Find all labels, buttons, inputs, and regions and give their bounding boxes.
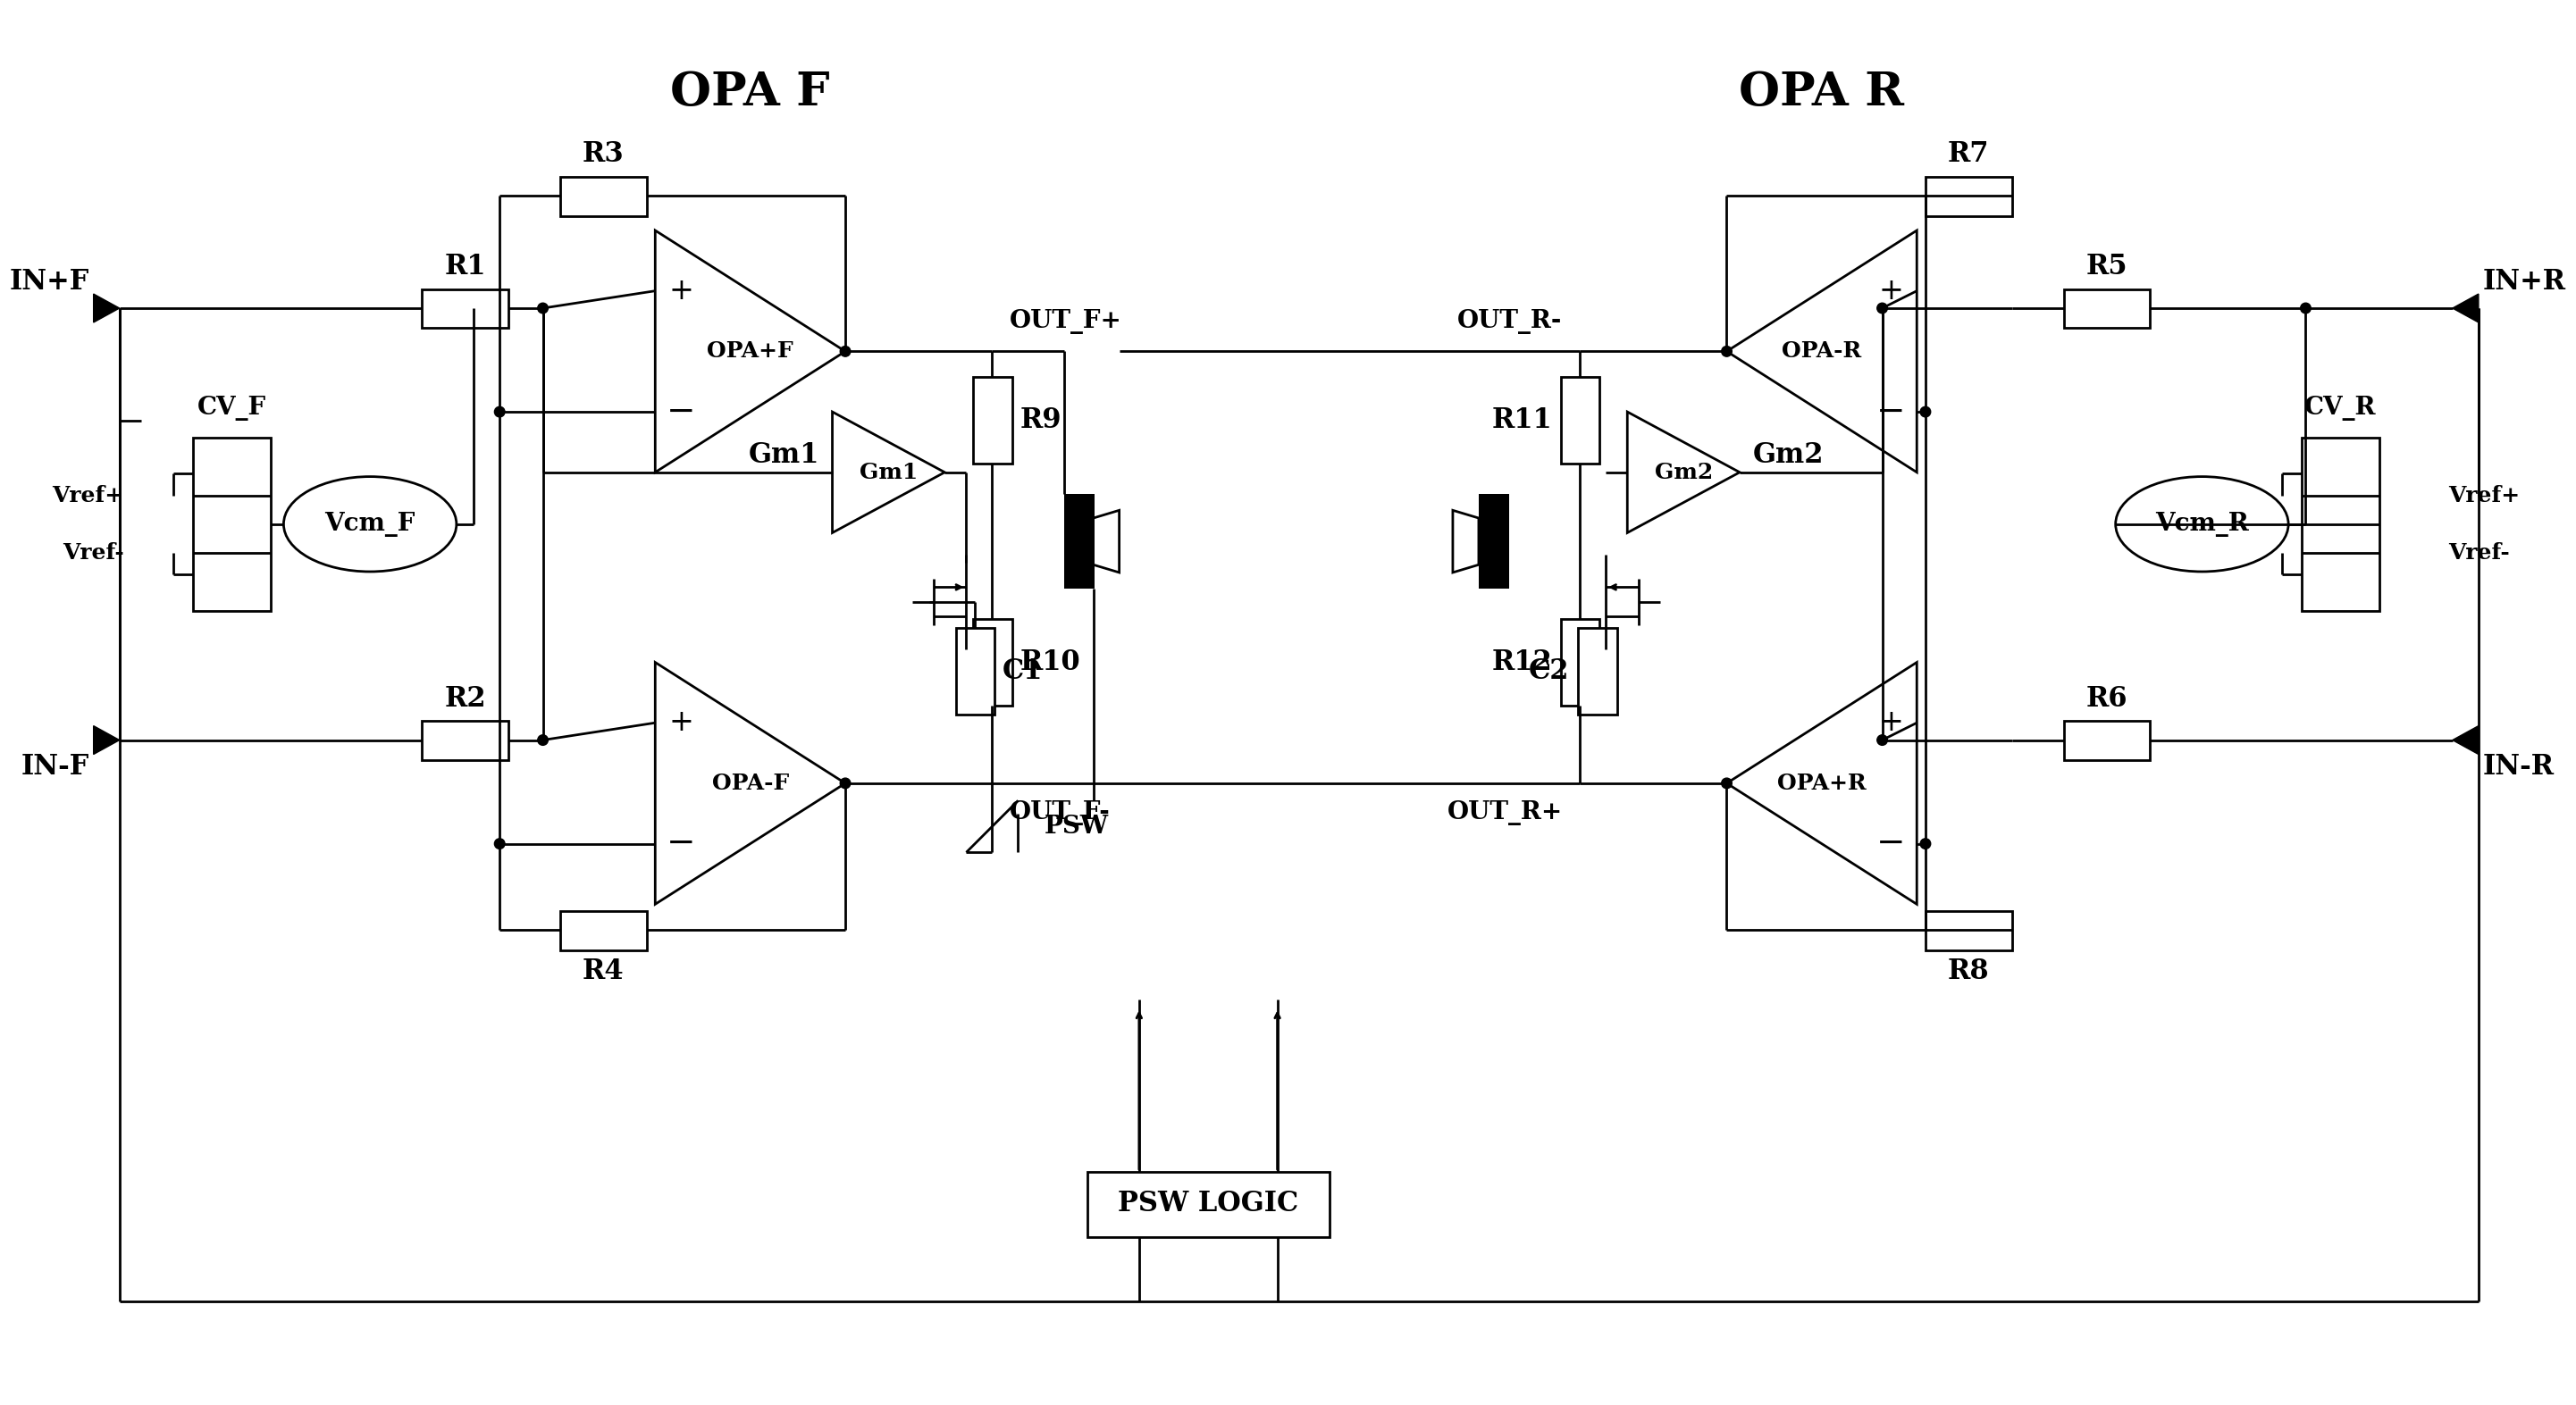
Text: R11: R11 — [1492, 406, 1553, 434]
Text: Vref-: Vref- — [62, 542, 124, 563]
Text: IN+F: IN+F — [10, 267, 90, 295]
Text: OPA+F: OPA+F — [706, 340, 793, 362]
Text: OUT_F+: OUT_F+ — [1010, 309, 1123, 334]
Text: −: − — [1875, 395, 1906, 429]
Bar — [1064, 495, 1095, 589]
Text: OUT_R+: OUT_R+ — [1448, 801, 1564, 826]
Text: −: − — [667, 828, 696, 860]
Circle shape — [1919, 839, 1929, 849]
Text: CV_F: CV_F — [198, 395, 265, 420]
Text: +: + — [670, 708, 693, 738]
Circle shape — [1721, 778, 1731, 788]
Text: PSW: PSW — [1043, 815, 1108, 839]
Text: R10: R10 — [1020, 649, 1079, 676]
Text: R3: R3 — [582, 140, 623, 169]
Polygon shape — [2452, 294, 2478, 322]
Circle shape — [2300, 303, 2311, 313]
Text: OPA R: OPA R — [1739, 69, 1904, 115]
Text: C1: C1 — [1002, 658, 1043, 684]
Text: R2: R2 — [443, 684, 487, 712]
Text: OPA F: OPA F — [670, 69, 829, 115]
Bar — [1924, 910, 2012, 950]
Bar — [193, 438, 270, 611]
Circle shape — [495, 406, 505, 417]
Text: R5: R5 — [2087, 253, 2128, 281]
Bar — [422, 289, 507, 327]
Text: R6: R6 — [2087, 684, 2128, 712]
Text: R7: R7 — [1947, 140, 1989, 169]
Circle shape — [840, 346, 850, 357]
Text: R4: R4 — [582, 958, 623, 985]
Polygon shape — [2452, 726, 2478, 754]
Text: −: − — [1875, 828, 1906, 860]
Text: OPA-F: OPA-F — [711, 773, 788, 794]
Bar — [956, 628, 994, 714]
Bar — [2063, 721, 2151, 760]
Text: +: + — [670, 277, 693, 305]
Text: +: + — [1878, 708, 1904, 738]
Bar — [974, 620, 1012, 705]
Text: R12: R12 — [1492, 649, 1553, 676]
Text: Gm1: Gm1 — [860, 462, 917, 483]
Text: Vref-: Vref- — [2447, 542, 2509, 563]
Text: OPA+R: OPA+R — [1777, 773, 1868, 794]
Bar — [2063, 289, 2151, 327]
Text: Gm1: Gm1 — [750, 441, 819, 469]
Circle shape — [840, 778, 850, 788]
Circle shape — [469, 303, 479, 313]
Bar — [1561, 620, 1600, 705]
Circle shape — [495, 839, 505, 849]
Text: Vcm_F: Vcm_F — [325, 511, 415, 537]
Circle shape — [1878, 735, 1888, 745]
Polygon shape — [93, 726, 118, 754]
Text: PSW LOGIC: PSW LOGIC — [1118, 1190, 1298, 1218]
Circle shape — [1878, 303, 1888, 313]
Text: R8: R8 — [1947, 958, 1989, 985]
Text: IN-R: IN-R — [2483, 753, 2555, 781]
Text: C2: C2 — [1528, 658, 1569, 684]
Text: R1: R1 — [443, 253, 487, 281]
Circle shape — [1721, 346, 1731, 357]
Text: OUT_R-: OUT_R- — [1458, 309, 1564, 334]
Bar — [559, 910, 647, 950]
Polygon shape — [93, 294, 118, 322]
Text: −: − — [667, 395, 696, 429]
Text: Vcm_R: Vcm_R — [2156, 511, 2249, 537]
Text: CV_R: CV_R — [2306, 395, 2375, 420]
Bar — [1087, 1172, 1329, 1236]
Text: Gm2: Gm2 — [1752, 441, 1824, 469]
Bar — [1561, 378, 1600, 464]
Bar — [559, 177, 647, 216]
Circle shape — [538, 735, 549, 745]
Text: OPA-R: OPA-R — [1783, 340, 1862, 362]
Text: Vref+: Vref+ — [52, 485, 124, 506]
Text: +: + — [1878, 277, 1904, 305]
Bar — [974, 378, 1012, 464]
Bar — [1479, 495, 1510, 589]
Circle shape — [538, 303, 549, 313]
Text: IN+R: IN+R — [2483, 267, 2566, 295]
Bar — [1579, 628, 1618, 714]
Bar — [1924, 177, 2012, 216]
Bar — [2300, 438, 2380, 611]
Text: R9: R9 — [1020, 406, 1061, 434]
Text: OUT_F-: OUT_F- — [1010, 801, 1110, 826]
Text: Gm2: Gm2 — [1654, 462, 1713, 483]
Bar — [422, 721, 507, 760]
Circle shape — [1919, 406, 1929, 417]
Text: Vref+: Vref+ — [2447, 485, 2519, 506]
Text: IN-F: IN-F — [21, 753, 90, 781]
